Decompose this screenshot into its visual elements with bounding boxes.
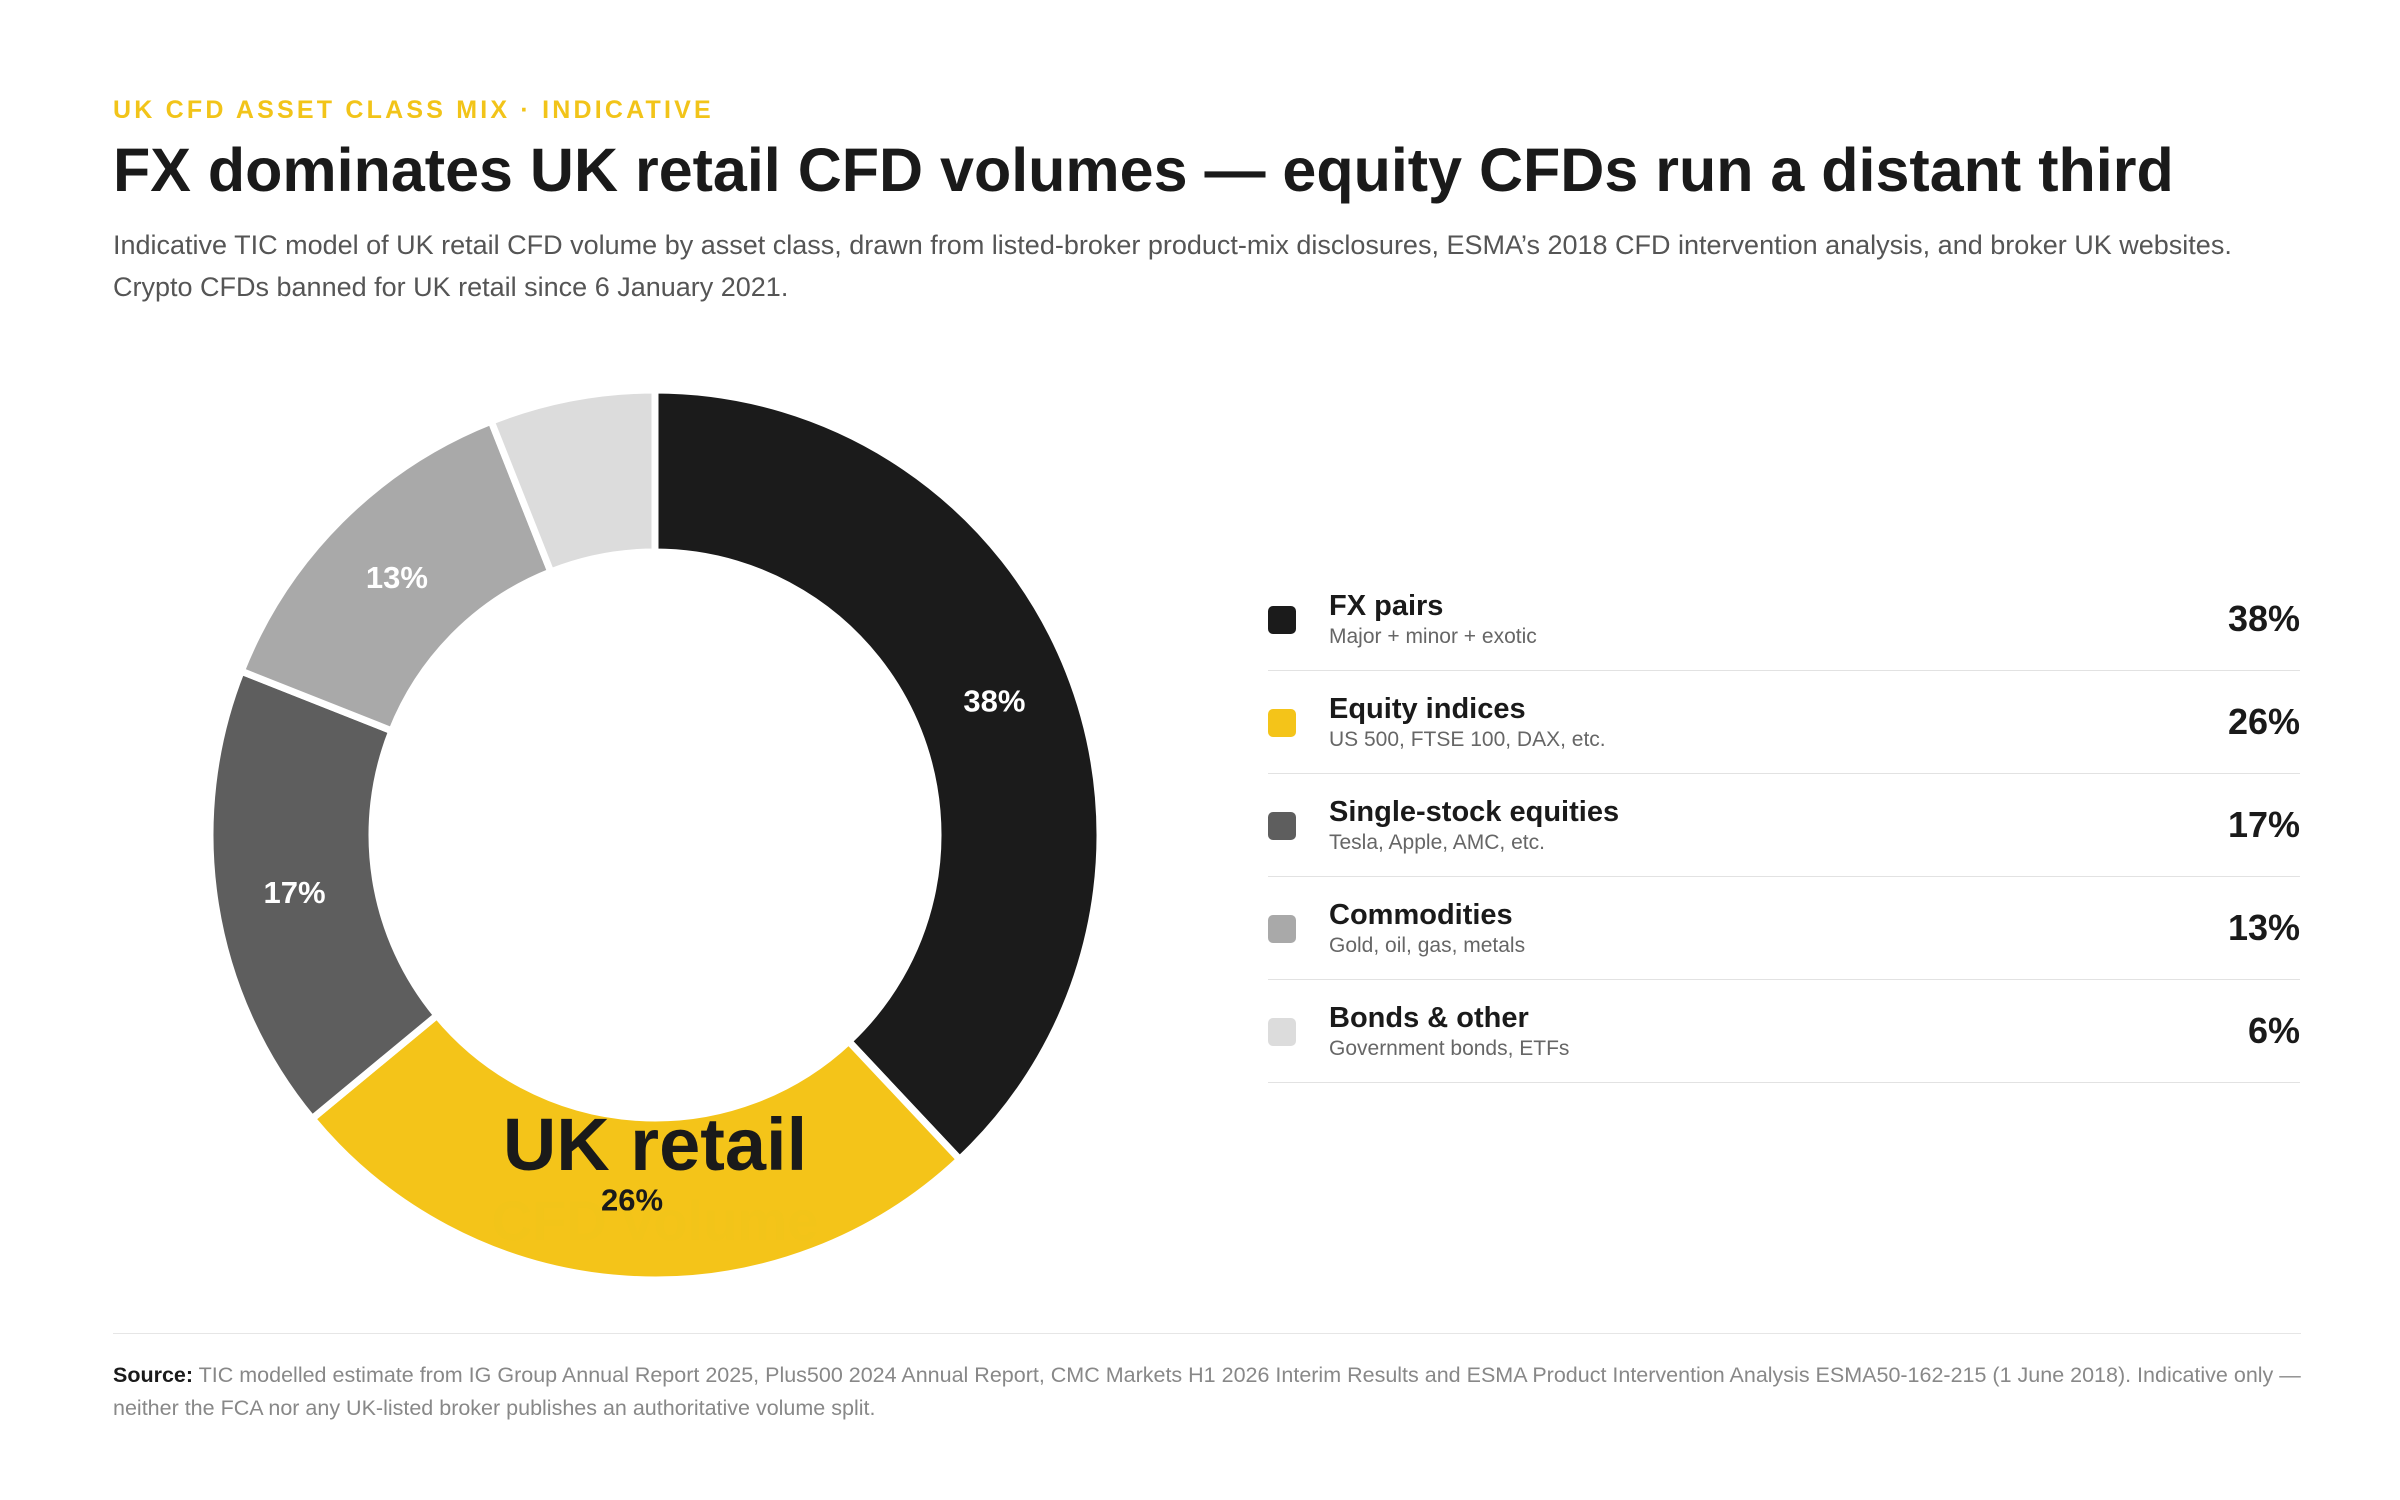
legend: FX pairs Major + minor + exotic 38% Equi… (1268, 568, 2300, 1083)
legend-swatch (1268, 812, 1296, 840)
legend-swatch (1268, 1018, 1296, 1046)
legend-item-description: Government bonds, ETFs (1329, 1037, 1570, 1060)
legend-item-name: FX pairs (1329, 590, 1444, 622)
source-text: TIC modelled estimate from IG Group Annu… (113, 1363, 2301, 1420)
donut-slices (206, 386, 1104, 1284)
legend-item-equity-indices: Equity indices US 500, FTSE 100, DAX, et… (1268, 671, 2300, 774)
footer-divider (113, 1333, 2301, 1334)
chart-subtitle: Indicative TIC model of UK retail CFD vo… (113, 230, 2232, 302)
center-label-secondary: CFD volume (492, 1189, 819, 1252)
donut-slice-labels: 38% 26% 17% 13% (263, 560, 1025, 1217)
legend-item-description: Major + minor + exotic (1329, 625, 1537, 648)
center-label-primary: UK retail (503, 1103, 807, 1186)
legend-item-name: Commodities (1329, 899, 1513, 931)
eyebrow-label: UK CFD ASSET CLASS MIX · INDICATIVE (113, 96, 714, 124)
legend-swatch (1268, 915, 1296, 943)
slice-label-single-stock-equities: 17% (263, 875, 325, 910)
legend-item-value: 13% (2227, 907, 2300, 948)
legend-item-description: Tesla, Apple, AMC, etc. (1329, 831, 1545, 854)
chart-title: FX dominates UK retail CFD volumes — equ… (113, 136, 2174, 204)
legend-item-single-stock-equities: Single-stock equities Tesla, Apple, AMC,… (1268, 774, 2300, 877)
legend-item-name: Single-stock equities (1329, 796, 1620, 828)
slice-label-fx-pairs: 38% (963, 684, 1025, 719)
legend-item-bonds-other: Bonds & other Government bonds, ETFs 6% (1268, 980, 2300, 1083)
legend-swatch (1268, 606, 1296, 634)
legend-item-name: Bonds & other (1329, 1002, 1529, 1034)
legend-swatch (1268, 709, 1296, 737)
donut-slice-equity-indices (307, 1010, 965, 1284)
slice-label-commodities: 13% (366, 560, 428, 595)
source-label: Source: (113, 1363, 194, 1387)
source-note: Source: TIC modelled estimate from IG Gr… (113, 1359, 2303, 1425)
donut-slice-single-stock-equities (206, 666, 442, 1124)
donut-slice-fx-pairs (651, 386, 1104, 1165)
donut-chart: 38% 26% 17% 13% UK retail CFD volume (206, 386, 1104, 1284)
legend-item-value: 17% (2227, 804, 2300, 845)
legend-item-value: 26% (2227, 701, 2300, 742)
slice-label-equity-indices: 26% (601, 1182, 663, 1217)
donut-slice-bonds-other (486, 386, 659, 577)
legend-item-value: 6% (2247, 1010, 2300, 1051)
legend-item-fx-pairs: FX pairs Major + minor + exotic 38% (1268, 568, 2300, 671)
legend-item-description: US 500, FTSE 100, DAX, etc. (1329, 728, 1606, 751)
legend-item-name: Equity indices (1329, 693, 1526, 725)
legend-item-commodities: Commodities Gold, oil, gas, metals 13% (1268, 877, 2300, 980)
legend-item-description: Gold, oil, gas, metals (1329, 934, 1526, 957)
legend-item-value: 38% (2227, 598, 2300, 639)
